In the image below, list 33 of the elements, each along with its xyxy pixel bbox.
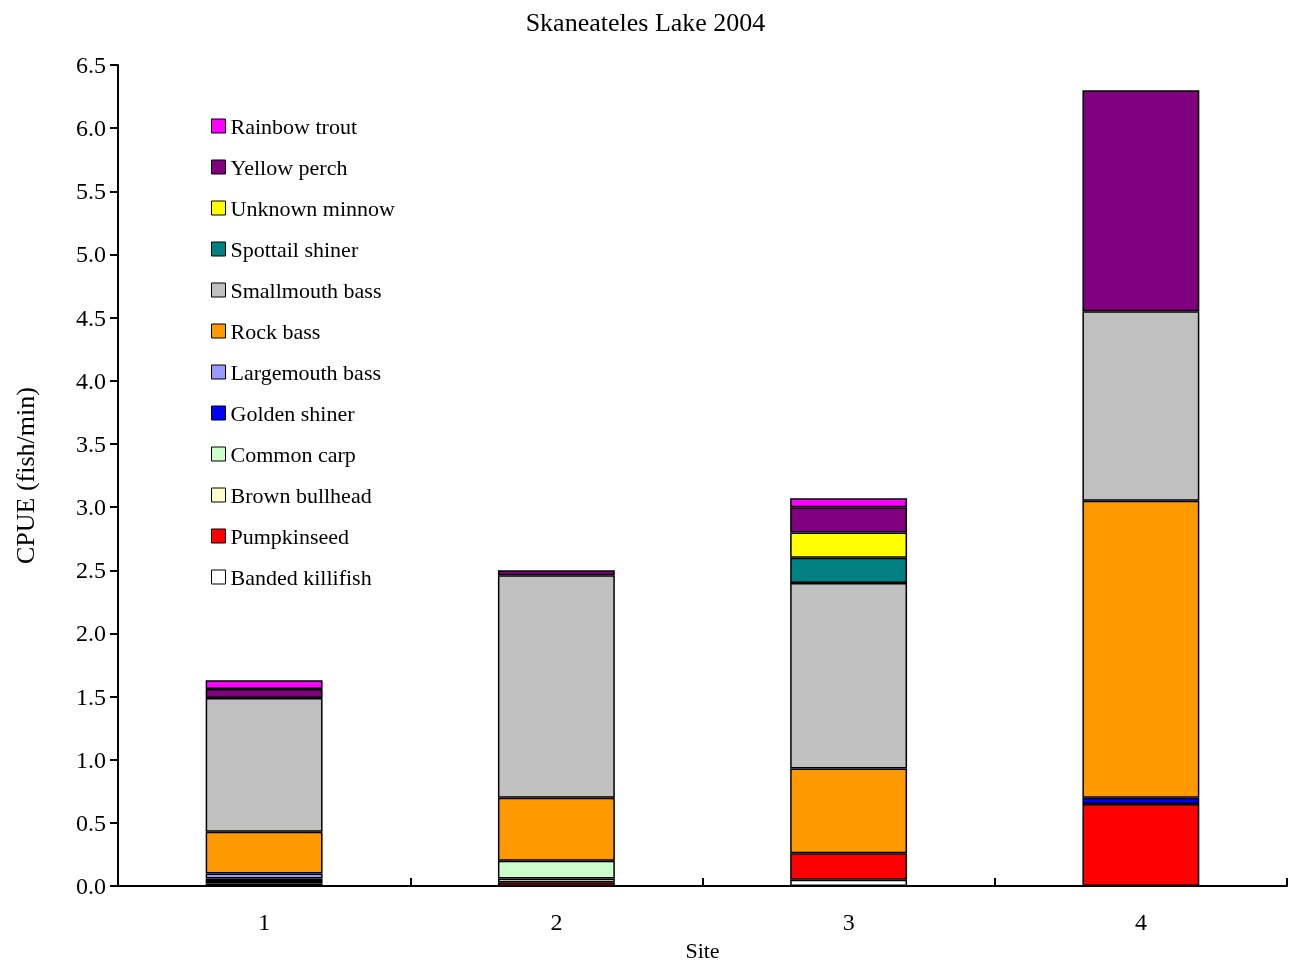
y-tick-label: 6.0 [76,115,106,142]
legend-label: Banded killifish [230,564,372,590]
y-tick-label: 6.5 [76,52,106,78]
legend-label: Smallmouth bass [230,277,382,303]
y-tick-label: 1.5 [76,683,106,710]
chart-title: Skaneateles Lake 2004 [525,7,766,37]
y-tick-label: 4.5 [76,304,106,331]
x-tick-label: 1 [258,909,271,936]
y-tick-label: 2.0 [76,620,106,647]
legend-label: Largemouth bass [230,359,382,385]
x-tick-label: 4 [1134,909,1147,936]
legend-label: Pumpkinseed [230,523,350,549]
x-axis-title: Site [685,937,720,963]
y-tick-label: 5.0 [76,241,106,268]
legend-label: Yellow perch [230,154,348,180]
y-tick-label: 2.5 [76,557,106,584]
y-tick-label: 1.0 [76,746,106,773]
x-tick-label: 2 [550,909,563,936]
legend-label: Golden shiner [230,400,356,426]
legend-label: Unknown minnow [230,195,395,221]
y-tick-label: 3.0 [76,494,106,521]
y-tick-label: 4.0 [76,367,106,394]
legend-label: Common carp [230,441,356,467]
y-tick-label: 0.5 [76,809,106,836]
legend-label: Rock bass [230,318,321,344]
legend-label: Brown bullhead [230,482,372,508]
y-tick-label: 0.0 [76,873,106,900]
y-tick-label: 3.5 [76,430,106,457]
y-tick-label: 5.5 [76,178,106,205]
legend-label: Spottail shiner [230,236,359,262]
legend-label: Rainbow trout [230,113,357,139]
x-tick-label: 3 [842,909,855,936]
y-axis-title: CPUE (fish/min) [10,387,40,565]
